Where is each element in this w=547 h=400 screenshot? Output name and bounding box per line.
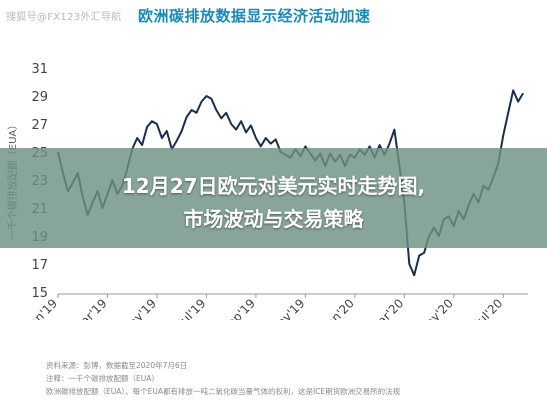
- footnote-source: 资料来源：彭博，数据截至2020年7月6日: [46, 361, 188, 370]
- x-tick-label: Nov'19: [268, 296, 308, 320]
- x-tick-label: Sep'19: [219, 296, 258, 320]
- chart-title: 欧洲碳排放数据显示经济活动加速: [138, 7, 371, 25]
- y-tick-label: 29: [31, 90, 48, 105]
- x-tick-label: Mar'20: [367, 296, 406, 320]
- chart-header: 搜狐号@FX123外汇导航 欧洲碳排放数据显示经济活动加速: [0, 0, 547, 30]
- watermark-text: 搜狐号@FX123外汇导航: [6, 12, 122, 23]
- x-tick-label: May'19: [118, 296, 159, 320]
- y-tick-label: 17: [31, 258, 48, 273]
- headline-banner: [0, 148, 547, 248]
- footnote-note: 注释：一千个碳排放配额（EUA）: [46, 374, 159, 383]
- x-tick-label: Mar'19: [71, 296, 110, 320]
- headline-line-2: 市场波动与交易策略: [183, 207, 364, 231]
- x-tick-label: Jan'20: [320, 296, 357, 320]
- y-tick-label: 15: [31, 286, 48, 301]
- x-axis: Jan'19 Mar'19 May'19 Jul'19 Sep'19 Nov'19 Jan'…: [23, 294, 505, 320]
- footnote-definition: 欧洲碳排放配额（EUA）。每个EUA都有排放一吨二氧化碳当量气体的权利，这是IC…: [46, 387, 401, 396]
- headline-line-1: 12月27日欧元对美元实时走势图,: [121, 174, 426, 198]
- y-tick-label: 31: [31, 62, 48, 77]
- x-tick-label: May'20: [415, 296, 456, 320]
- x-tick-label: Jul'19: [175, 296, 209, 320]
- x-tick-label: Jul'20: [471, 296, 505, 320]
- y-tick-label: 27: [31, 118, 48, 133]
